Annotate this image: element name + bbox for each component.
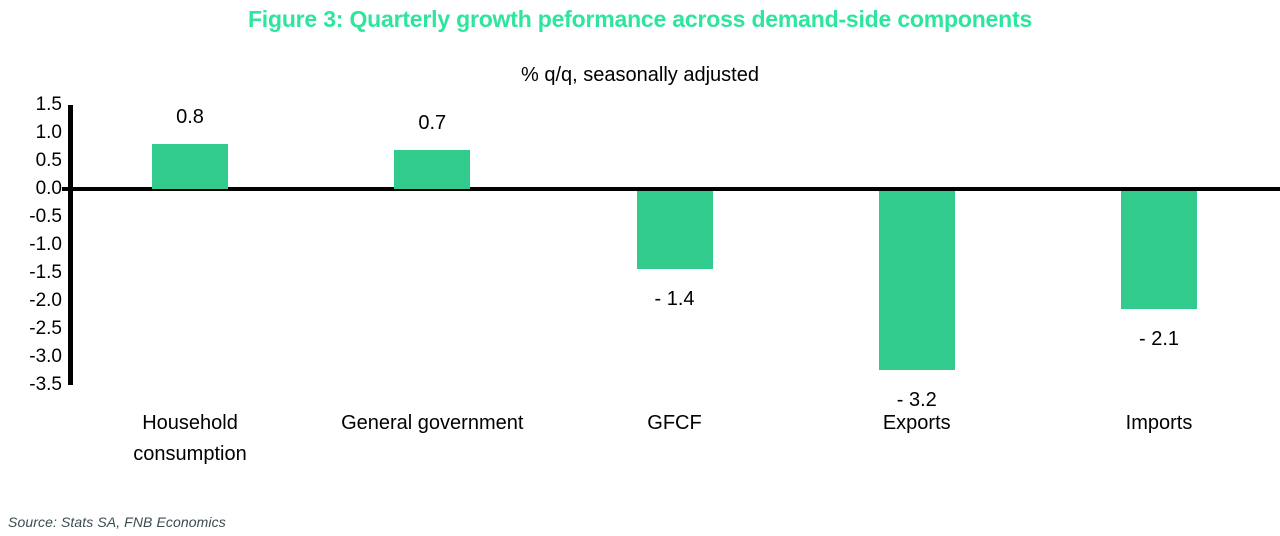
y-axis-tick-label: -1.0	[29, 234, 62, 255]
source-note: Source: Stats SA, FNB Economics	[8, 514, 226, 530]
zero-baseline	[62, 187, 1280, 191]
bar-household-consumption	[152, 144, 228, 189]
y-axis-tick-label: -1.5	[29, 262, 62, 283]
bar-value-label: - 2.1	[1138, 327, 1180, 350]
y-axis-tick-label: 1.0	[35, 122, 62, 143]
x-axis-category-label: GFCF	[647, 412, 702, 434]
bar-value-label: 0.8	[176, 106, 204, 129]
bar-value-label: - 1.4	[654, 288, 695, 311]
y-axis-tick-label: 1.5	[35, 94, 62, 115]
y-axis-line	[68, 105, 73, 385]
bar-exports	[878, 191, 955, 371]
x-axis-category-label: General government	[341, 412, 524, 434]
bar-value-label: 0.7	[418, 111, 447, 134]
y-axis-tick-label: -0.5	[29, 206, 62, 227]
bar-imports	[1121, 191, 1197, 309]
chart-subtitle: % q/q, seasonally adjusted	[521, 64, 759, 86]
bar-gfcf	[636, 191, 713, 270]
x-axis-category-label: Exports	[882, 412, 951, 434]
y-axis-tick-label: -3.5	[29, 374, 62, 395]
figure-title: Figure 3: Quarterly growth peformance ac…	[247, 6, 1033, 32]
y-axis-tick-label: 0.0	[35, 178, 62, 199]
y-axis-tick-label: -3.0	[29, 346, 62, 367]
x-axis-category-label: Household consumption	[133, 412, 247, 465]
bar-general-government	[394, 149, 471, 189]
y-axis-tick-label: 0.5	[35, 150, 62, 171]
y-axis-tick-label: -2.5	[29, 318, 62, 339]
y-axis-tick-label: -2.0	[29, 290, 62, 311]
bar-value-label: - 3.2	[896, 389, 937, 412]
x-axis-category-label: Imports	[1125, 412, 1193, 434]
